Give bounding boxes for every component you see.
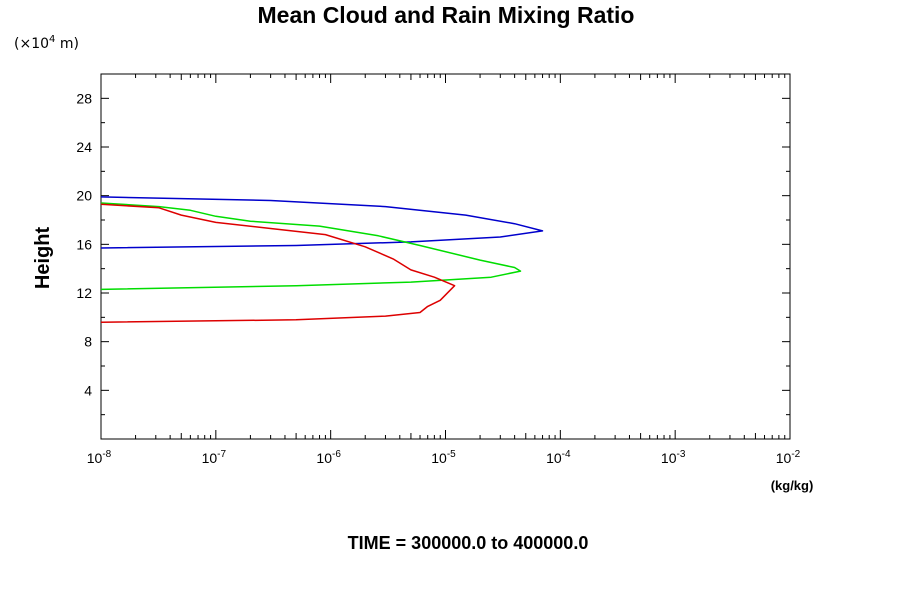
plot-frame [100, 73, 791, 440]
series-line-3 [100, 203, 456, 323]
x-tick-label: 10-6 [316, 449, 341, 466]
y-axis-ticks: 4 8 12 16 20 24 28 [76, 90, 790, 416]
x-tick-label: 10-2 [776, 449, 801, 466]
x-tick-label: 10-8 [87, 449, 112, 466]
y-tick-label: 12 [76, 285, 92, 301]
series-line-1 [100, 196, 544, 249]
y-tick-label: 8 [84, 334, 92, 350]
y-tick-label: 16 [76, 236, 92, 252]
x-axis-label: (kg/kg) [771, 478, 814, 493]
x-tick-label: 10-3 [661, 449, 686, 466]
data-series [100, 196, 544, 323]
time-range-label: TIME = 300000.0 to 400000.0 [348, 533, 589, 553]
y-unit-note: (×104 m) [14, 34, 79, 52]
y-tick-label: 20 [76, 188, 92, 204]
x-tick-label: 10-4 [546, 449, 571, 466]
series-line-2 [100, 202, 522, 291]
y-tick-label: 4 [84, 382, 92, 398]
x-axis-ticks: 10-8 10-7 10-6 10-5 10-4 10-3 10-2 [87, 74, 801, 466]
chart-title: Mean Cloud and Rain Mixing Ratio [258, 2, 635, 28]
x-tick-label: 10-5 [431, 449, 456, 466]
y-tick-label: 28 [76, 90, 92, 106]
y-tick-label: 24 [76, 139, 92, 155]
y-axis-label: Height [32, 227, 54, 290]
x-tick-label: 10-7 [202, 449, 227, 466]
